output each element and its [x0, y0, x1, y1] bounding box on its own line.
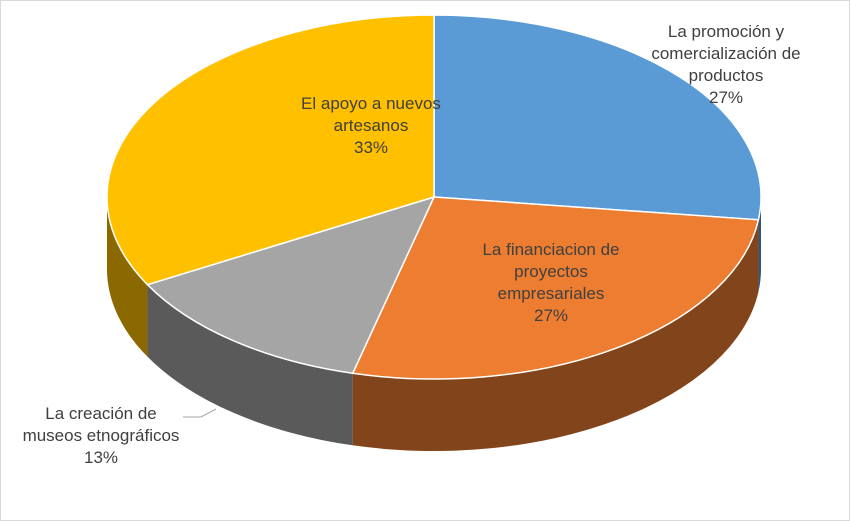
- slice-label: La creación de museos etnográficos: [22, 404, 180, 445]
- slice-percent: 27%: [708, 88, 744, 107]
- slice-side: [758, 197, 761, 292]
- slice-percent: 13%: [83, 448, 119, 467]
- slice: [146, 195, 436, 375]
- slice-side: [107, 197, 148, 357]
- slice: [433, 14, 762, 221]
- slice: [351, 196, 760, 380]
- slice-label: El apoyo a nuevos artesanos: [301, 94, 441, 135]
- slice-side: [147, 284, 353, 446]
- slice-label: La financiacion de proyectos empresarial…: [482, 240, 620, 303]
- slice-percent: 33%: [353, 138, 389, 157]
- slice-percent: 27%: [533, 306, 569, 325]
- side-shade: [352, 219, 759, 451]
- side-shade: [147, 284, 353, 446]
- leader-line: [183, 408, 217, 418]
- slice-label: La promoción y comercialización de produ…: [651, 22, 801, 85]
- slice: [106, 14, 435, 286]
- side-shade: [758, 197, 761, 292]
- slice-side: [352, 219, 759, 451]
- side-shade: [107, 197, 148, 357]
